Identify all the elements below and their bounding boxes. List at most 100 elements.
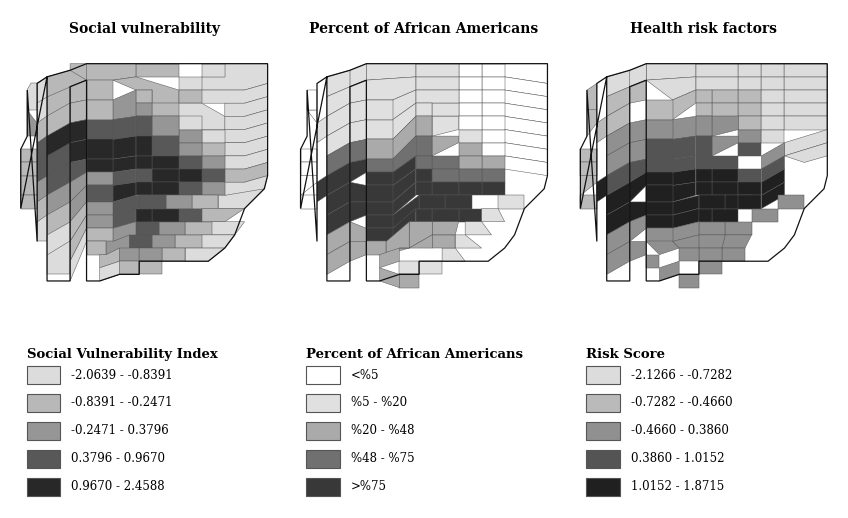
Polygon shape <box>505 130 548 149</box>
Polygon shape <box>136 182 153 195</box>
Polygon shape <box>432 182 459 195</box>
Polygon shape <box>393 169 416 202</box>
Text: 0.9670 - 2.4588: 0.9670 - 2.4588 <box>71 480 165 493</box>
Polygon shape <box>326 70 350 96</box>
Polygon shape <box>326 142 350 176</box>
Polygon shape <box>176 235 202 248</box>
Polygon shape <box>225 123 268 142</box>
Polygon shape <box>326 182 350 215</box>
Polygon shape <box>37 136 47 163</box>
Polygon shape <box>136 222 159 235</box>
Polygon shape <box>70 159 86 182</box>
Polygon shape <box>712 156 739 169</box>
Polygon shape <box>762 117 784 130</box>
Polygon shape <box>630 120 646 142</box>
Polygon shape <box>580 163 597 176</box>
Polygon shape <box>455 235 482 248</box>
Polygon shape <box>136 103 153 117</box>
Polygon shape <box>366 172 393 185</box>
Polygon shape <box>699 235 725 248</box>
Polygon shape <box>153 235 176 248</box>
Polygon shape <box>326 87 350 117</box>
Polygon shape <box>459 142 482 156</box>
Polygon shape <box>317 117 326 142</box>
Polygon shape <box>350 120 366 142</box>
Polygon shape <box>47 163 70 195</box>
Polygon shape <box>672 195 699 215</box>
Polygon shape <box>679 275 699 287</box>
Polygon shape <box>113 156 136 172</box>
Polygon shape <box>106 235 130 255</box>
Bar <box>586 478 620 496</box>
Polygon shape <box>225 176 268 195</box>
Polygon shape <box>380 248 399 268</box>
Polygon shape <box>366 202 393 215</box>
Polygon shape <box>86 139 113 159</box>
Polygon shape <box>153 169 179 182</box>
Polygon shape <box>416 136 432 156</box>
Polygon shape <box>27 83 37 110</box>
Polygon shape <box>225 110 268 130</box>
Polygon shape <box>179 103 225 130</box>
Polygon shape <box>646 77 695 100</box>
Polygon shape <box>712 169 739 182</box>
Polygon shape <box>20 195 37 209</box>
Polygon shape <box>459 90 482 103</box>
Polygon shape <box>70 172 86 202</box>
Polygon shape <box>699 261 722 275</box>
Polygon shape <box>300 149 317 163</box>
Polygon shape <box>202 156 225 169</box>
Polygon shape <box>739 195 762 209</box>
Polygon shape <box>784 90 828 103</box>
Polygon shape <box>505 64 548 83</box>
Polygon shape <box>725 195 751 209</box>
Polygon shape <box>350 139 366 163</box>
Polygon shape <box>646 215 672 228</box>
Bar <box>306 394 340 412</box>
Polygon shape <box>699 222 725 235</box>
Polygon shape <box>47 142 70 176</box>
Polygon shape <box>153 156 179 169</box>
Polygon shape <box>179 142 202 156</box>
Polygon shape <box>416 209 432 222</box>
Polygon shape <box>212 222 244 235</box>
Polygon shape <box>366 185 393 202</box>
Polygon shape <box>580 149 597 163</box>
Polygon shape <box>459 169 482 182</box>
Polygon shape <box>399 275 419 287</box>
Polygon shape <box>505 103 548 123</box>
Polygon shape <box>630 241 646 261</box>
Polygon shape <box>672 156 695 172</box>
Text: 1.0152 - 1.8715: 1.0152 - 1.8715 <box>631 480 724 493</box>
Polygon shape <box>459 117 482 130</box>
Polygon shape <box>225 149 268 169</box>
Polygon shape <box>699 195 725 209</box>
Polygon shape <box>646 159 672 172</box>
Polygon shape <box>784 64 828 77</box>
Polygon shape <box>695 90 712 103</box>
Polygon shape <box>162 248 186 261</box>
Polygon shape <box>699 248 722 261</box>
Polygon shape <box>136 64 179 77</box>
Polygon shape <box>100 261 120 281</box>
Polygon shape <box>646 185 672 202</box>
Polygon shape <box>739 77 762 90</box>
Polygon shape <box>20 149 37 163</box>
Polygon shape <box>482 169 505 182</box>
Polygon shape <box>459 130 482 142</box>
Text: Risk Score: Risk Score <box>586 348 666 361</box>
Polygon shape <box>366 139 393 159</box>
Polygon shape <box>113 182 136 202</box>
Text: 0.3860 - 1.0152: 0.3860 - 1.0152 <box>631 452 724 465</box>
Polygon shape <box>459 77 482 90</box>
Polygon shape <box>326 163 350 195</box>
Polygon shape <box>587 110 597 136</box>
Text: -0.8391 - -0.2471: -0.8391 - -0.2471 <box>71 396 173 409</box>
Polygon shape <box>179 117 202 130</box>
Polygon shape <box>762 64 784 77</box>
Polygon shape <box>300 176 317 195</box>
Polygon shape <box>380 268 399 287</box>
Polygon shape <box>432 169 459 182</box>
Text: >%75: >%75 <box>351 480 388 493</box>
Polygon shape <box>136 169 153 182</box>
